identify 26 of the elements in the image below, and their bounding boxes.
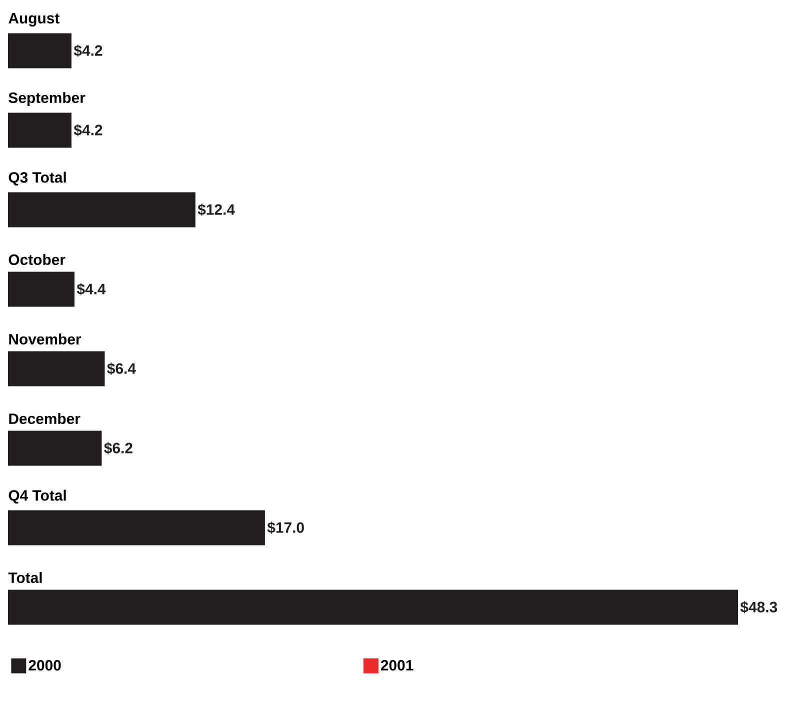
data-label: $4.2 <box>74 124 102 136</box>
y-tick-label: August <box>8 13 60 26</box>
data-label: $4.2 <box>74 44 102 57</box>
y-tick-label: November <box>9 334 82 345</box>
data-label: $6.4 <box>107 362 136 375</box>
y-tick-label: September <box>8 92 86 106</box>
data-label: $12.4 <box>198 204 235 216</box>
bar <box>8 112 72 148</box>
bar <box>8 192 196 228</box>
data-label: $4.4 <box>76 283 106 296</box>
bar <box>8 351 105 386</box>
y-tick-label: Total <box>8 572 42 584</box>
bar <box>8 33 72 68</box>
bar <box>8 430 102 466</box>
data-label: $6.2 <box>104 442 132 454</box>
y-tick-label: Q3 Total <box>8 172 66 186</box>
y-tick-label: Q4 Total <box>8 490 66 504</box>
bar <box>8 272 75 307</box>
y-tick-label: December <box>9 413 80 424</box>
bar <box>8 590 738 625</box>
y-tick-label: October <box>8 254 66 266</box>
bar <box>8 510 265 546</box>
legend-label: 2001 <box>380 660 414 671</box>
legend-label: 2000 <box>28 660 61 671</box>
data-label: $17.0 <box>267 522 304 534</box>
data-label: $48.3 <box>740 601 778 614</box>
